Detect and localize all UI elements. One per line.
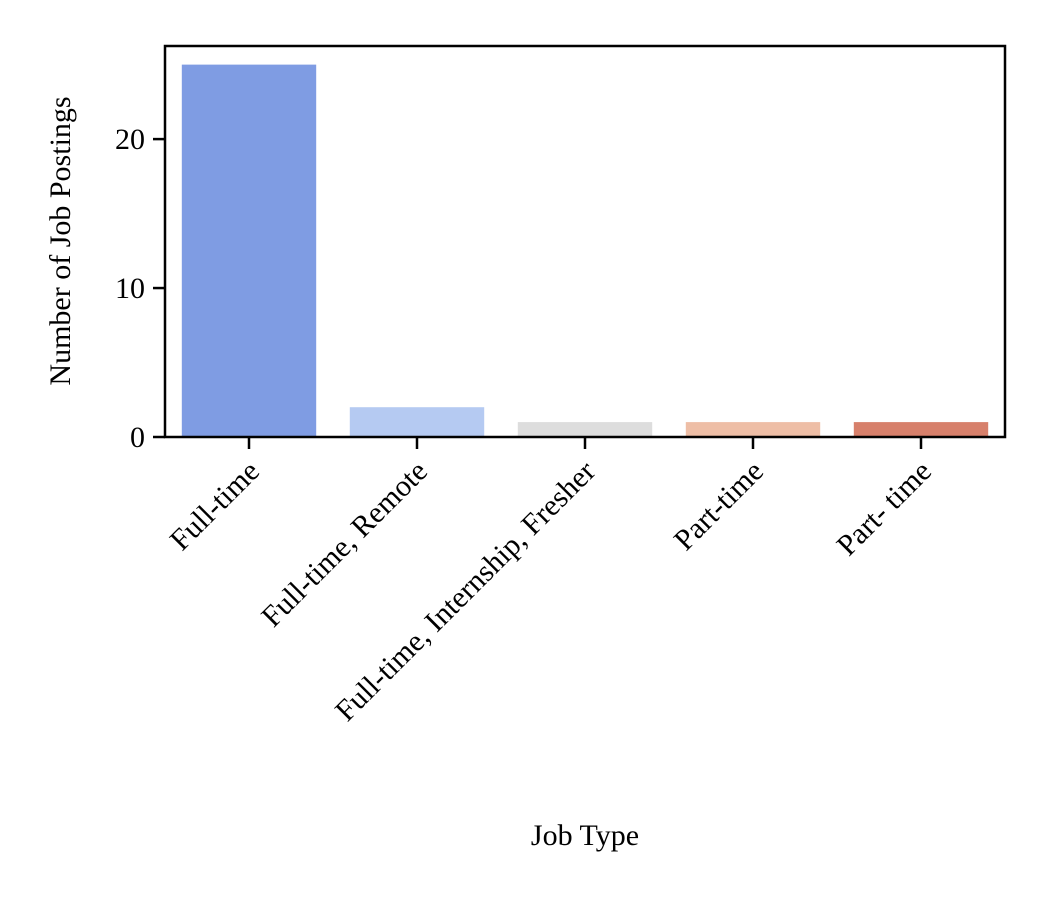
y-tick-label: 0 xyxy=(130,421,145,454)
bars-layer xyxy=(181,64,989,437)
x-tick-label: Full-time, Remote xyxy=(255,455,434,634)
y-tick-label: 20 xyxy=(115,123,145,156)
y-axis-title: Number of Job Postings xyxy=(44,96,77,385)
y-tick-label: 10 xyxy=(115,272,145,305)
x-tick-label: Part- time xyxy=(830,455,938,563)
x-axis-title: Job Type xyxy=(531,819,639,852)
bar-1 xyxy=(349,407,485,437)
x-tick-label: Part-time xyxy=(668,455,770,557)
x-tick-label: Full-time xyxy=(164,455,266,557)
bar-4 xyxy=(853,422,989,437)
y-axis: 0 10 20 xyxy=(115,123,165,454)
bar-3 xyxy=(685,422,821,437)
bar-2 xyxy=(517,422,653,437)
bar-0 xyxy=(181,64,317,437)
